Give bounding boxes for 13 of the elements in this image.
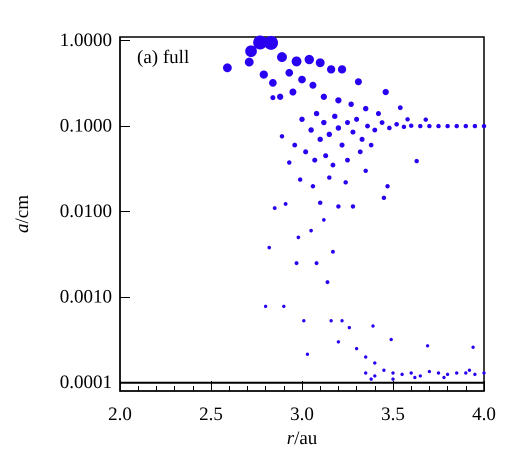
annotation: (a) full xyxy=(137,47,190,68)
x-tick-label: 2.5 xyxy=(199,404,223,425)
y-tick-label: 0.1000 xyxy=(60,116,112,137)
x-tick-label: 3.0 xyxy=(290,404,314,425)
y-axis-title: a/cm xyxy=(12,194,33,233)
y-tick-label: 0.0010 xyxy=(60,286,112,308)
x-tick-label: 2.0 xyxy=(108,404,132,425)
y-tick-label: 0.0001 xyxy=(60,372,112,394)
x-axis-title: r/au xyxy=(286,428,318,449)
x-tick-label: 4.0 xyxy=(472,404,496,425)
y-tick-label: 1.0000 xyxy=(60,30,112,52)
x-tick-label: 3.5 xyxy=(381,404,405,425)
y-tick-label: 0.0100 xyxy=(60,201,112,222)
